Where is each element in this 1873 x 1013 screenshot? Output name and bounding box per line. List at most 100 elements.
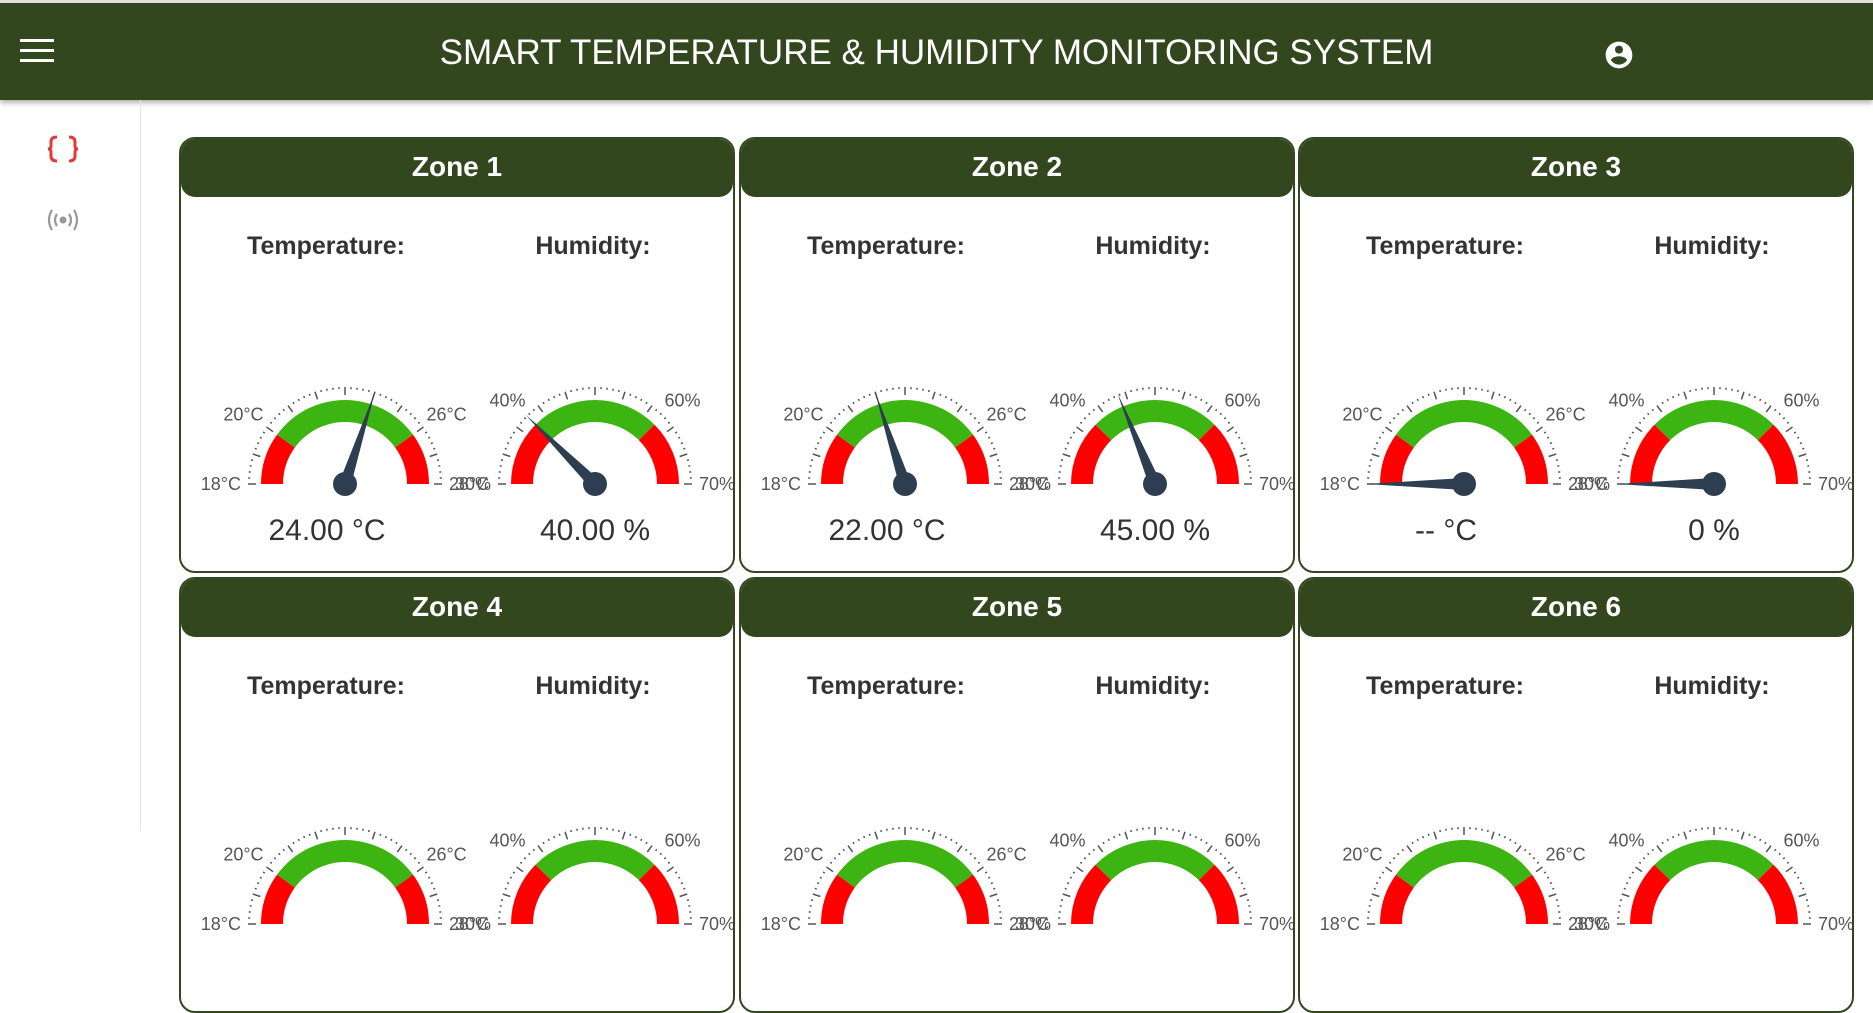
scale-tick bbox=[858, 839, 859, 841]
scale-tick bbox=[1657, 846, 1662, 852]
scale-tick bbox=[255, 448, 257, 449]
scale-tick bbox=[279, 413, 280, 414]
scale-tick bbox=[397, 846, 402, 852]
scale-tick bbox=[853, 402, 854, 404]
tick-label: 40% bbox=[490, 831, 526, 851]
scale-tick bbox=[1787, 422, 1789, 423]
scale-tick bbox=[1802, 888, 1804, 889]
scale-tick bbox=[1195, 396, 1196, 398]
scale-tick bbox=[1389, 422, 1391, 423]
scale-tick bbox=[990, 894, 998, 896]
tick-label: 70% bbox=[1818, 914, 1852, 934]
scale-tick bbox=[298, 839, 299, 841]
scale-tick bbox=[1622, 894, 1630, 896]
scale-tick bbox=[1093, 849, 1094, 851]
scale-tick bbox=[1544, 872, 1546, 873]
scale-tick bbox=[1516, 846, 1521, 852]
scale-tick bbox=[1407, 406, 1412, 412]
scale-tick bbox=[1098, 406, 1103, 412]
scale-tick bbox=[970, 413, 971, 414]
scale-tick bbox=[1667, 399, 1668, 401]
scale-tick bbox=[668, 862, 670, 863]
scale-tick bbox=[1240, 454, 1248, 456]
scale-tick bbox=[933, 392, 935, 400]
scale-tick bbox=[1402, 409, 1403, 411]
scale-tick bbox=[543, 402, 544, 404]
scale-tick bbox=[1084, 418, 1085, 419]
scale-tick bbox=[1544, 432, 1546, 433]
scale-tick bbox=[823, 432, 825, 433]
tick-label: 40% bbox=[1050, 391, 1086, 411]
scale-tick bbox=[1201, 839, 1202, 841]
tick-label: 20°C bbox=[223, 405, 263, 425]
scale-tick bbox=[304, 836, 305, 838]
scale-tick bbox=[843, 849, 844, 851]
scale-tick bbox=[533, 849, 534, 851]
tick-label: 40% bbox=[1050, 831, 1086, 851]
scale-tick bbox=[1428, 394, 1429, 396]
scale-tick bbox=[1765, 842, 1766, 844]
scale-tick bbox=[559, 394, 560, 396]
scale-tick bbox=[978, 862, 980, 863]
tick-label: 30% bbox=[455, 474, 491, 494]
scale-tick bbox=[263, 872, 265, 873]
scale-tick bbox=[1084, 858, 1085, 859]
scale-tick bbox=[1240, 894, 1248, 896]
scale-tick bbox=[1227, 867, 1233, 872]
scale-tick bbox=[1800, 883, 1802, 884]
sensor-icon[interactable] bbox=[46, 208, 80, 232]
scale-tick bbox=[1220, 413, 1221, 414]
scale-tick bbox=[565, 392, 567, 400]
needle-hub bbox=[583, 472, 607, 496]
tick-label: 70% bbox=[699, 914, 733, 934]
scale-tick bbox=[635, 396, 636, 398]
scale-tick bbox=[1190, 834, 1191, 836]
scale-tick bbox=[380, 394, 381, 396]
scale-tick bbox=[1393, 858, 1394, 859]
scale-tick bbox=[993, 448, 995, 449]
green-band bbox=[1655, 400, 1774, 440]
gauge-value: 22.00 °C bbox=[828, 514, 945, 547]
scale-tick bbox=[815, 448, 817, 449]
scale-tick bbox=[1786, 867, 1792, 872]
scale-tick bbox=[1065, 888, 1067, 889]
needle-hub bbox=[1143, 472, 1167, 496]
scale-tick bbox=[507, 443, 509, 444]
scale-tick bbox=[524, 418, 525, 419]
temperature-label: Temperature: bbox=[756, 672, 1016, 701]
scale-tick bbox=[520, 422, 522, 423]
scale-tick bbox=[1070, 877, 1072, 878]
account-button[interactable] bbox=[1603, 39, 1635, 71]
green-band bbox=[837, 400, 973, 448]
scale-tick bbox=[1636, 867, 1642, 872]
scale-tick bbox=[1114, 396, 1115, 398]
code-icon[interactable] bbox=[46, 134, 80, 164]
scale-tick bbox=[1797, 437, 1799, 438]
green-band bbox=[536, 840, 655, 880]
green-band bbox=[277, 400, 413, 448]
scale-tick bbox=[1765, 402, 1766, 404]
scale-tick bbox=[647, 846, 652, 852]
scale-tick bbox=[529, 853, 530, 854]
scale-tick bbox=[418, 862, 420, 863]
scale-tick bbox=[827, 867, 833, 872]
scale-tick bbox=[517, 867, 523, 872]
tick-label: 30% bbox=[1015, 474, 1051, 494]
scale-tick bbox=[1537, 422, 1539, 423]
scale-tick bbox=[1786, 427, 1792, 432]
scale-tick bbox=[1238, 437, 1240, 438]
scale-tick bbox=[1374, 448, 1376, 449]
scale-tick bbox=[1070, 437, 1072, 438]
scale-tick bbox=[646, 842, 647, 844]
scale-tick bbox=[1389, 862, 1391, 863]
scale-tick bbox=[1504, 836, 1505, 838]
scale-tick bbox=[646, 402, 647, 404]
scale-tick bbox=[1386, 427, 1392, 432]
scale-tick bbox=[510, 437, 512, 438]
scale-tick bbox=[267, 427, 273, 432]
scale-tick bbox=[641, 399, 642, 401]
